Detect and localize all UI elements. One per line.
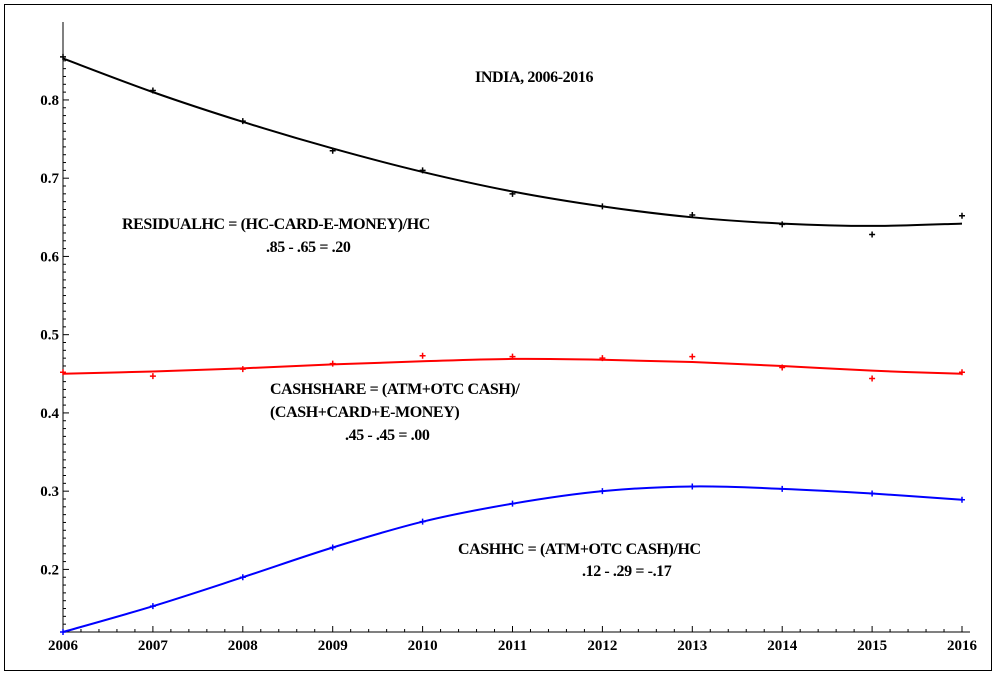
y-tick-label: 0.3: [40, 484, 59, 500]
cashhc-diff: .12 - .29 = -.17: [582, 563, 672, 580]
y-tick-label: 0.2: [40, 562, 59, 578]
residualhc-point: [239, 118, 246, 125]
x-tick-label: 2010: [408, 638, 438, 654]
residualhc-point: [689, 211, 696, 218]
chart-title: INDIA, 2006-2016: [475, 69, 593, 86]
y-tick-label: 0.6: [40, 249, 59, 265]
axes: 2006 2007 2008 2009 2010 2011 2012 2013 2014 2015…: [40, 22, 978, 654]
residualhc-point: [419, 167, 426, 174]
cashhc-point: [239, 574, 246, 581]
series-markers: [60, 53, 965, 635]
cashhc-point: [329, 544, 336, 551]
x-tick-label: 2009: [318, 638, 348, 654]
cashhc-point: [509, 500, 516, 507]
cashhc-point: [689, 483, 696, 490]
cashshare-line: [62, 357, 963, 375]
x-tick-label: 2008: [228, 638, 258, 654]
x-tick-label: 2014: [767, 638, 798, 654]
x-tick-label: 2007: [138, 638, 169, 654]
cashshare-denominator: (CASH+CARD+E-MONEY): [270, 404, 459, 421]
cashhc-point: [599, 488, 606, 495]
y-tick-label: 0.4: [40, 406, 59, 422]
cashshare-point: [509, 353, 516, 360]
cashhc-point: [60, 629, 66, 635]
cashhc-point: [419, 518, 426, 525]
chart-frame: [4, 4, 992, 671]
residualhc-point: [779, 221, 786, 228]
y-tick-label: 0.7: [40, 171, 59, 187]
residualhc-point: [599, 203, 606, 210]
cashhc-point: [779, 485, 786, 492]
cashshare-point: [689, 353, 696, 360]
cashshare-point: [869, 375, 876, 382]
x-tick-label: 2012: [587, 638, 617, 654]
x-tick-label: 2015: [857, 638, 887, 654]
cashhc-point: [959, 496, 965, 503]
x-tick-label: 2013: [677, 638, 707, 654]
residualhc-point: [869, 231, 876, 238]
residualhc-diff: .85 - .65 = .20: [266, 239, 351, 256]
cashshare-point: [149, 373, 156, 380]
cashhc-point: [149, 603, 156, 610]
x-tick-label: 2016: [947, 638, 978, 654]
cashshare-point: [959, 369, 965, 376]
residualhc-point: [329, 147, 336, 154]
y-tick-label: 0.8: [40, 93, 59, 109]
cashshare-point: [239, 366, 246, 373]
x-tick-label: 2011: [498, 638, 527, 654]
cashhc-line: [62, 485, 963, 633]
cashshare-point: [60, 369, 66, 376]
x-tick-label: 2006: [48, 638, 79, 654]
residualhc-point: [959, 212, 965, 219]
cashshare-point: [419, 352, 426, 359]
residualhc-point: [60, 53, 66, 60]
y-tick-label: 0.5: [40, 328, 59, 344]
residualhc-point: [509, 190, 516, 197]
cashhc-label: CASHHC = (ATM+OTC CASH)/HC: [458, 541, 701, 558]
cashshare-point: [779, 364, 786, 371]
cashshare-label: CASHSHARE = (ATM+OTC CASH)/: [270, 381, 520, 398]
cashshare-point: [329, 360, 336, 367]
cashhc-point: [869, 490, 876, 497]
cashshare-point: [599, 355, 606, 362]
cashshare-diff: .45 - .45 = .00: [345, 427, 430, 444]
residualhc-point: [149, 87, 156, 94]
residualhc-label: RESIDUALHC = (HC-CARD-E-MONEY)/HC: [122, 216, 430, 233]
